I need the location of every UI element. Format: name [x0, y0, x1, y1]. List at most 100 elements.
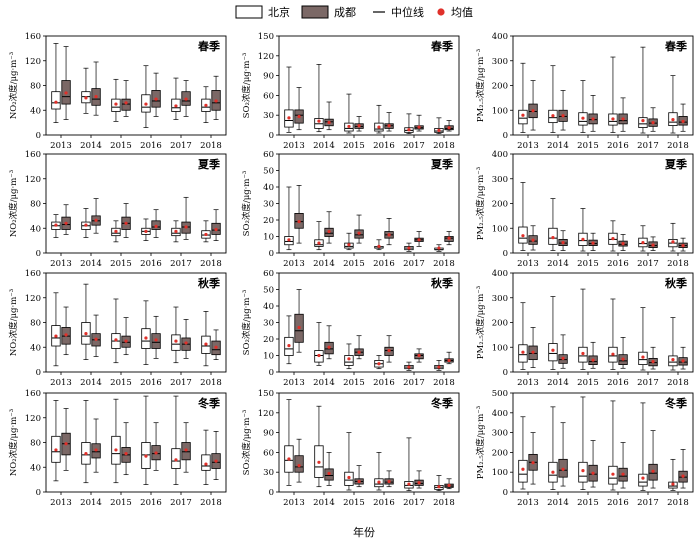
box-chengdu-2015 [354, 335, 364, 360]
season-label: 冬季 [198, 396, 221, 410]
mean-dot [154, 451, 158, 455]
mean-dot [287, 344, 291, 348]
box-beijing-2015 [111, 78, 121, 122]
mean-dot [651, 360, 655, 364]
x-tick-label: 2018 [200, 141, 222, 151]
x-tick-label: 2014 [313, 141, 335, 151]
x-tick-label: 2013 [283, 259, 305, 269]
box-beijing-2015 [344, 93, 354, 134]
y-tick-label: 300 [492, 294, 508, 304]
x-tick-label: 2014 [547, 141, 569, 151]
box-chengdu-2018 [444, 351, 454, 365]
mean-dot [54, 223, 58, 227]
box-chengdu-2013 [61, 46, 71, 120]
box-beijing-2014 [314, 405, 324, 488]
x-tick-label: 2015 [577, 141, 599, 151]
box-beijing-2014 [314, 322, 324, 366]
box-chengdu-2018 [211, 75, 221, 120]
box-chengdu-2015 [354, 214, 364, 244]
box-beijing-2018 [668, 222, 678, 252]
x-tick-label: 2015 [343, 259, 365, 269]
box-beijing-2013 [51, 400, 61, 482]
mean-dot [154, 97, 158, 101]
x-tick-label: 2017 [403, 259, 425, 269]
y-tick-label: 40 [30, 106, 41, 116]
box-chengdu-2013 [61, 204, 71, 235]
x-tick-label: 2014 [547, 498, 569, 508]
y-tick-label: 200 [492, 319, 508, 329]
season-label: 夏季 [198, 157, 221, 171]
mean-dot [417, 353, 421, 358]
box-beijing-2015 [578, 288, 588, 370]
legend-beijing-swatch [235, 5, 263, 19]
mean-dot [417, 125, 421, 129]
x-tick-label: 2013 [283, 378, 305, 388]
box-chengdu-2015 [354, 465, 364, 488]
mean-dot [671, 118, 675, 122]
box-beijing-2015 [111, 398, 121, 484]
y-axis-label: SO₂浓度/μg·m⁻³ [241, 290, 252, 356]
x-tick-label: 2018 [200, 498, 222, 508]
mean-dot [437, 128, 441, 132]
x-tick-label: 2016 [140, 141, 162, 151]
y-tick-label: 0 [36, 249, 41, 259]
box-chengdu-2017 [181, 319, 191, 359]
mean-dot [611, 472, 615, 476]
mean-dot [551, 470, 555, 474]
panel-6: 0 40 80 120 160 NO₂浓度/μg·m⁻³ 秋季 2013 2014 2015 201… [8, 269, 227, 388]
mean-dot [144, 229, 148, 233]
mean-dot [531, 461, 535, 465]
box-beijing-2015 [111, 298, 121, 364]
y-tick-label: 0 [36, 368, 41, 378]
mean-dot [297, 220, 301, 224]
y-tick-label: 0 [36, 488, 41, 498]
iqr-box [344, 355, 354, 366]
box-chengdu-2018 [211, 431, 221, 480]
box-chengdu-2016 [151, 209, 161, 238]
box-beijing-2017 [404, 242, 414, 252]
x-tick-label: 2015 [577, 259, 599, 269]
y-tick-label: 100 [492, 468, 508, 478]
x-tick-label: 2017 [637, 141, 659, 151]
y-tick-label: 10 [263, 233, 274, 243]
x-tick-label: 2016 [607, 141, 629, 151]
y-tick-label: 80 [30, 200, 41, 210]
season-label: 冬季 [665, 396, 688, 410]
box-chengdu-2017 [648, 236, 658, 251]
mean-dot [621, 472, 625, 476]
mean-dot [521, 467, 525, 471]
box-beijing-2018 [668, 75, 678, 134]
box-beijing-2017 [404, 361, 414, 371]
box-beijing-2014 [314, 64, 324, 133]
mean-dot [84, 223, 88, 227]
box-beijing-2018 [668, 458, 678, 491]
x-tick-label: 2018 [433, 378, 455, 388]
box-chengdu-2016 [618, 97, 628, 132]
box-chengdu-2017 [648, 107, 658, 132]
y-tick-label: 40 [30, 463, 41, 473]
y-tick-label: 0 [503, 488, 508, 498]
box-chengdu-2016 [618, 442, 628, 489]
x-tick-label: 2014 [313, 378, 335, 388]
mean-dot [611, 237, 615, 241]
mean-dot [611, 117, 615, 121]
x-tick-label: 2016 [373, 259, 395, 269]
panel-8: 0 100 200 300 400 PM₂.₅浓度/μg·m⁻³ 秋季 2013 2014 201… [475, 269, 694, 388]
mean-dot [447, 236, 451, 240]
y-tick-label: 40 [30, 224, 41, 234]
box-beijing-2013 [518, 302, 528, 370]
y-tick-label: 500 [492, 389, 508, 399]
box-chengdu-2018 [678, 346, 688, 370]
mean-dot [214, 227, 218, 232]
x-axis-title: 年份 [353, 525, 375, 539]
mean-dot [521, 234, 525, 238]
box-beijing-2013 [518, 62, 528, 133]
box-beijing-2014 [81, 208, 91, 238]
box-beijing-2016 [608, 400, 618, 491]
x-tick-label: 2018 [667, 259, 689, 269]
y-axis-label: NO₂浓度/μg·m⁻³ [8, 170, 19, 237]
mean-dot [184, 448, 188, 452]
box-chengdu-2015 [121, 422, 131, 476]
box-beijing-2017 [638, 225, 648, 252]
